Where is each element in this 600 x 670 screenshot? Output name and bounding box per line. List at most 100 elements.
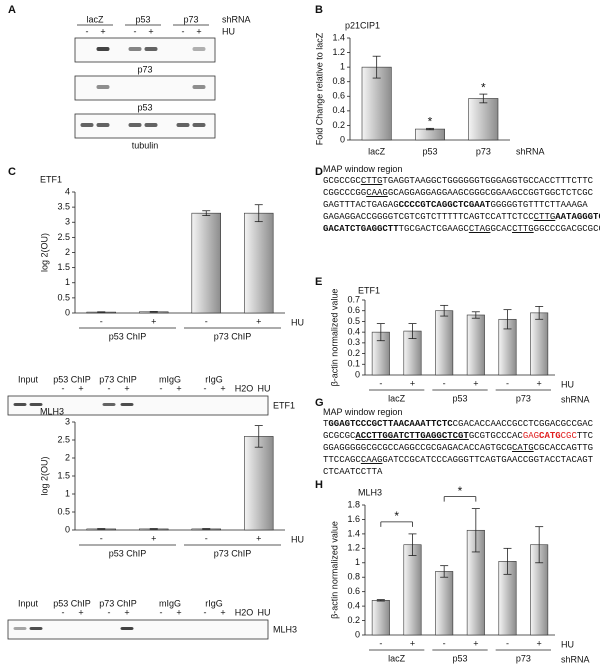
- y-tick-label: 0.6: [347, 586, 360, 596]
- blot-band: [13, 627, 27, 630]
- sequence-segment: CGACACCAACCGCCTCGGACGCCGAC: [452, 419, 594, 429]
- y-tick-label: 1: [65, 488, 70, 498]
- y-axis-label: log 2(OU): [39, 456, 49, 495]
- blot-band: [80, 123, 94, 127]
- lane-header: mIgG: [159, 374, 181, 384]
- y-axis-label: β-actin normalized value: [329, 521, 339, 619]
- x-tick-label: p53: [422, 146, 437, 156]
- bar: [435, 571, 454, 636]
- y-tick-label: 0.4: [347, 327, 360, 337]
- chart-title: MLH3: [358, 487, 382, 497]
- panel-letter: A: [8, 4, 16, 16]
- sequence-segment: CATG: [512, 443, 534, 453]
- blot-band: [192, 85, 206, 89]
- sequence-segment: CTCAATCCTTA: [323, 467, 383, 477]
- y-tick-label: 1.5: [57, 470, 70, 480]
- sign: -: [108, 607, 111, 617]
- y-tick-label: 1: [340, 62, 345, 72]
- sign: +: [176, 383, 181, 393]
- sequence-line: GAGAGGACCGGGGTCGTCGTCTTTTTCAGTCCATTCTCCC…: [323, 211, 600, 223]
- sign: -: [134, 26, 137, 36]
- sequence-segment: CATG: [539, 431, 561, 441]
- sequence-segment: AATAGGGTG: [555, 212, 600, 222]
- y-tick-label: 3: [65, 416, 70, 426]
- group-label: p53: [452, 653, 467, 663]
- y-tick-label: 0.6: [347, 305, 360, 315]
- sequence-segment: GCAGGAGGAGGAAGCGGGCGGAAGCCGGTGGCTCTCGC: [387, 188, 594, 198]
- sequence-segment: CTAG: [468, 224, 491, 234]
- y-tick-label: 0: [65, 524, 70, 534]
- x-tick-label: -: [506, 378, 509, 388]
- y-tick-label: 2.5: [57, 434, 70, 444]
- sequence-title: MAP window region: [323, 164, 403, 174]
- y-tick-label: 0: [355, 629, 360, 639]
- sign: -: [62, 383, 65, 393]
- group-label: p53 ChIP: [109, 331, 147, 341]
- y-tick-label: 0.7: [347, 294, 360, 304]
- lane-header: rIgG: [205, 374, 223, 384]
- bar: [371, 600, 390, 636]
- x-tick-label: +: [473, 378, 478, 388]
- y-tick-label: 1.4: [332, 32, 345, 42]
- sign: -: [160, 607, 163, 617]
- sequence-segment: ACCTTGGATCTTGAGGCTCGT: [355, 431, 469, 441]
- chart-title: MLH3: [40, 406, 64, 416]
- group-label: p73 ChIP: [214, 331, 252, 341]
- sign-label: H2O: [235, 607, 254, 617]
- sequence-line: GGAGGGGGCGCGCCAGGCCGCGAGACACCAGTGCGCATGC…: [323, 442, 593, 454]
- x-tick-label: +: [151, 533, 156, 543]
- bar: [244, 436, 274, 531]
- y-tick-label: 0.1: [347, 359, 360, 369]
- sequence-line: TGGAGTCCCGCTTAACAAATTCTCCGACACCAACCGCCTC…: [323, 418, 593, 430]
- lane-header: Input: [18, 598, 39, 608]
- lane-group: p53: [135, 14, 150, 24]
- x-tick-label: +: [537, 378, 542, 388]
- group-label: p53 ChIP: [109, 548, 147, 558]
- x-tick-label: p73: [476, 146, 491, 156]
- blot-band: [96, 47, 110, 51]
- panel-letter: C: [8, 166, 16, 178]
- y-tick-label: 1.5: [57, 262, 70, 272]
- sign: +: [220, 607, 225, 617]
- blot-band: [29, 627, 43, 630]
- x-tick-label: +: [473, 638, 478, 648]
- y-tick-label: 1.2: [332, 47, 345, 57]
- y-tick-label: 3: [65, 217, 70, 227]
- sequence-line: CGGCCCGGCAAGGCAGGAGGAGGAAGCGGGCGGAAGCCGG…: [323, 187, 600, 199]
- sequence-segment: T: [323, 419, 329, 429]
- y-tick-label: 0.2: [332, 120, 345, 130]
- sequence-g: MAP window region TGGAGTCCCGCTTAACAAATTCT…: [323, 406, 593, 478]
- y-tick-label: 0: [65, 307, 70, 317]
- y-tick-label: 0.5: [347, 316, 360, 326]
- sequence-segment: CTTG: [533, 212, 556, 222]
- y-tick-label: 4: [65, 186, 70, 196]
- sign: +: [176, 607, 181, 617]
- y-tick-label: 1.2: [347, 543, 360, 553]
- significance: *: [394, 509, 399, 523]
- group-label: p73: [516, 653, 531, 663]
- sequence-line: GCGCCGCCTTGTGAGGTAAGGCTGGGGGGTGGGAGGTGCC…: [323, 175, 600, 187]
- blot-label: MLH3: [273, 624, 297, 634]
- sign: +: [124, 383, 129, 393]
- blot-label: ETF1: [273, 400, 295, 410]
- sequence-line: GACATCTGAGGCTTTGCGACTCGAAGCCTAGGCACCTTGG…: [323, 223, 600, 235]
- x-tick-label: -: [205, 533, 208, 543]
- y-tick-label: 0.5: [57, 292, 70, 302]
- x-tick-label: -: [379, 638, 382, 648]
- sign-label: HU: [258, 383, 271, 393]
- sequence-segment: TGAGGTAAGGCTGGGGGGTGGGAGGTGCCACCTTTCTTC: [382, 176, 594, 186]
- x-tick-label: -: [443, 378, 446, 388]
- significance: *: [428, 115, 433, 129]
- blot-frame: [7, 619, 269, 640]
- sequence-segment: GAG: [522, 431, 540, 441]
- sign-label: HU: [258, 607, 271, 617]
- sequence-segment: GCAC: [490, 224, 513, 234]
- lane-header: p73 ChIP: [99, 598, 137, 608]
- y-tick-label: 3.5: [57, 202, 70, 212]
- group-label: p73: [516, 393, 531, 403]
- lane-header: p73 ChIP: [99, 374, 137, 384]
- y-tick-label: 0.6: [332, 91, 345, 101]
- sign-label: H2O: [235, 383, 254, 393]
- blot-band: [96, 123, 110, 127]
